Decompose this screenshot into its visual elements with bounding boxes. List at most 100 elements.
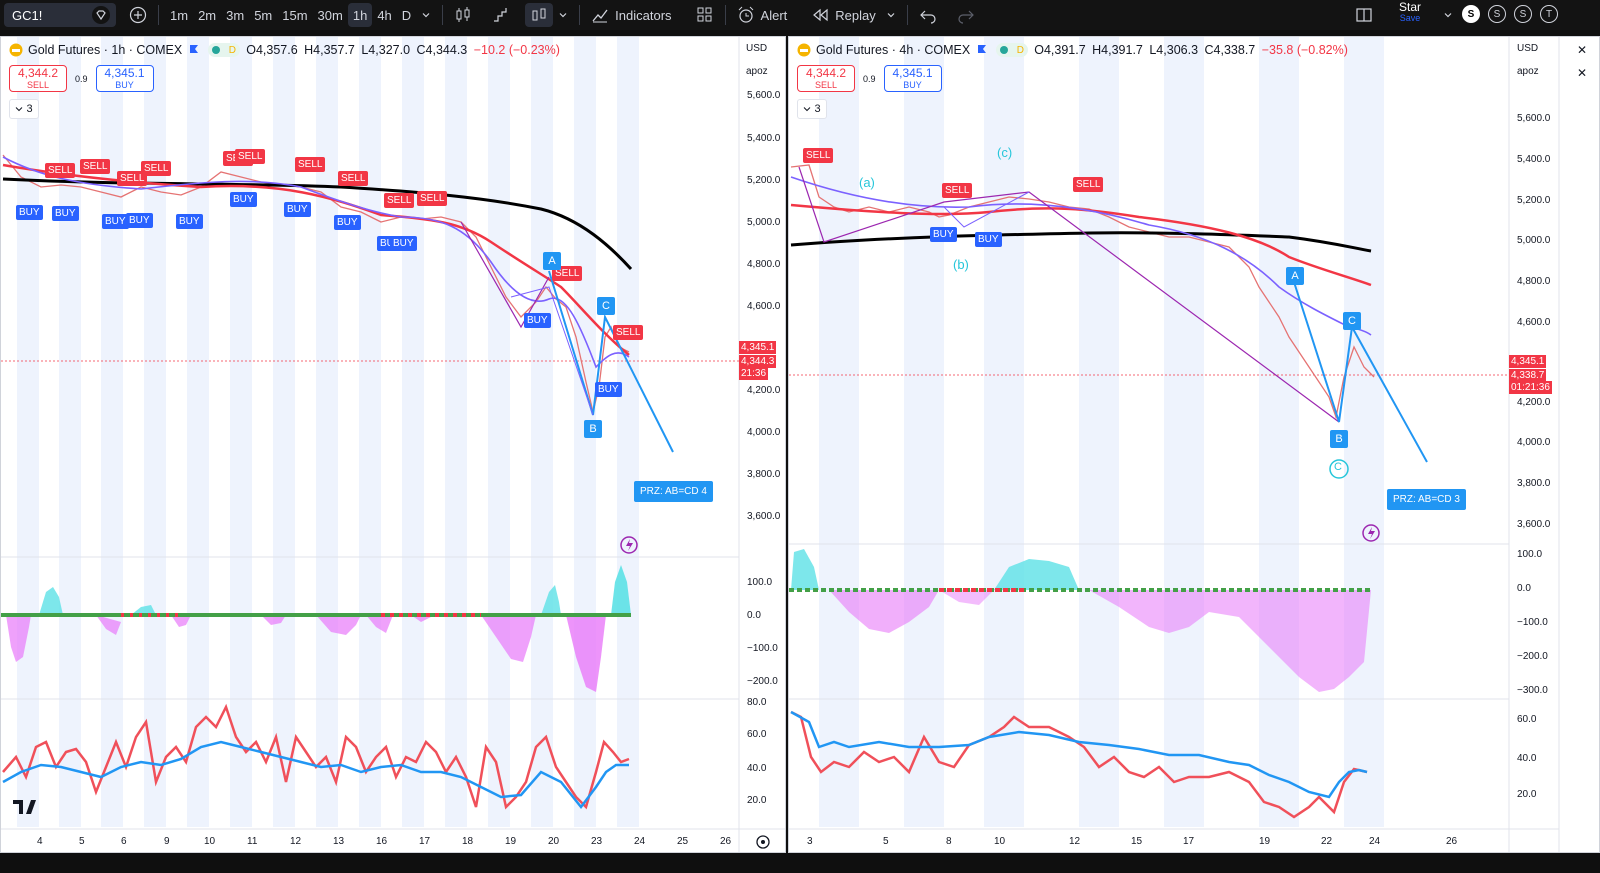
interval-4h[interactable]: 4h — [377, 7, 392, 23]
interval-2m[interactable]: 2m — [198, 7, 217, 23]
chart-canvas-1h[interactable] — [1, 37, 786, 853]
interval-3m[interactable]: 3m — [226, 7, 245, 23]
pattern-point-c[interactable]: C — [1343, 312, 1361, 330]
avatar[interactable]: S — [1462, 5, 1480, 23]
interval-30m[interactable]: 30m — [317, 7, 343, 23]
chart-title[interactable]: Gold Futures · 4h · COMEX — [816, 43, 971, 57]
bar-style-button[interactable] — [449, 3, 477, 27]
price-tick: 5,000.0 — [747, 217, 781, 228]
sell-button[interactable]: 4,344.2 SELL — [9, 65, 67, 92]
chart-canvas-4h[interactable] — [789, 37, 1600, 853]
interval-1h[interactable]: 1h — [347, 3, 373, 27]
layout-button[interactable] — [1350, 3, 1378, 27]
abcd-pattern — [1293, 281, 1428, 463]
line-style-button[interactable] — [487, 3, 515, 27]
add-symbol-button[interactable] — [124, 3, 152, 27]
avatar[interactable]: S — [1514, 5, 1532, 23]
scale-mode-label[interactable]: apoz — [1517, 66, 1539, 77]
redo-button[interactable] — [952, 3, 980, 27]
time-axis[interactable]: 3 5 8 10 12 15 17 19 22 24 26 — [789, 831, 1509, 852]
date-tick: 15 — [1131, 836, 1143, 847]
prz-label[interactable]: PRZ: AB=CD 3 — [1387, 489, 1466, 510]
undo-button[interactable] — [914, 3, 942, 27]
buy-button[interactable]: 4,345.1 BUY — [95, 65, 154, 92]
macd-histogram — [6, 565, 631, 692]
scale-mode-label[interactable]: apoz — [746, 66, 768, 77]
chart-panel-1h[interactable]: Gold Futures · 1h · COMEX D O4,357.6 H4,… — [0, 36, 786, 853]
pattern-point-b[interactable]: B — [1330, 430, 1348, 448]
symbol-search[interactable]: GC1! — [4, 3, 116, 27]
chevron-down-icon — [16, 107, 23, 112]
interval-d[interactable]: D — [401, 7, 412, 23]
macd-tick: −200.0 — [747, 676, 778, 687]
chevron-down-icon — [422, 13, 430, 18]
pattern-point-c[interactable]: C — [597, 297, 615, 315]
low-value: L4,306.3 — [1149, 43, 1199, 57]
eye-toggle-icon[interactable]: D — [996, 43, 1029, 57]
indicators-icon — [592, 9, 608, 23]
date-tick: 24 — [1369, 836, 1381, 847]
chart-type-button[interactable] — [525, 3, 554, 27]
date-tick: 16 — [376, 836, 388, 847]
date-tick: 19 — [1259, 836, 1271, 847]
chart-panel-4h[interactable]: Gold Futures · 4h · COMEX D O4,391.7 H4,… — [788, 36, 1600, 853]
price-tick: 5,400.0 — [747, 133, 781, 144]
sell-button[interactable]: 4,344.2 SELL — [797, 65, 855, 92]
indicators-collapse-button[interactable]: 3 — [9, 99, 39, 119]
close-icon[interactable]: ✕ — [1576, 43, 1588, 57]
redo-icon — [958, 10, 974, 24]
date-tick: 5 — [79, 836, 85, 847]
price-scale[interactable]: USD apoz 5,600.0 5,400.0 5,200.0 5,000.0… — [739, 37, 785, 829]
diamond-icon[interactable] — [92, 6, 110, 24]
chart-title[interactable]: Gold Futures · 1h · COMEX — [28, 43, 183, 57]
indicators-collapse-button[interactable]: 3 — [797, 99, 827, 119]
interval-15m[interactable]: 15m — [282, 7, 308, 23]
wave-label-b: (b) — [953, 257, 969, 272]
pattern-point-a[interactable]: A — [543, 252, 561, 270]
bars-icon — [532, 8, 546, 21]
chart-type-dropdown[interactable] — [553, 3, 573, 27]
alert-button[interactable]: Alert — [732, 3, 793, 27]
lightning-icon[interactable] — [620, 536, 638, 554]
replay-button[interactable]: Replay — [806, 3, 880, 27]
macd-tick: 0.0 — [1517, 583, 1531, 594]
eye-toggle-icon[interactable]: D — [208, 43, 241, 57]
buy-signal: BUY — [390, 236, 417, 251]
avatar[interactable]: S — [1488, 5, 1506, 23]
pattern-point-b[interactable]: B — [584, 420, 602, 438]
date-tick: 13 — [333, 836, 345, 847]
currency-label[interactable]: USD — [1517, 43, 1539, 54]
sell-signal: SELL — [1073, 177, 1104, 192]
prz-label[interactable]: PRZ: AB=CD 4 — [634, 481, 713, 502]
time-axis[interactable]: 4 5 6 9 10 11 12 13 16 17 18 19 20 23 24… — [1, 831, 739, 852]
close-icon[interactable]: ✕ — [1576, 66, 1588, 80]
interval-dropdown[interactable] — [416, 3, 436, 27]
interval-1m[interactable]: 1m — [170, 7, 189, 23]
buy-button[interactable]: 4,345.1 BUY — [883, 65, 942, 92]
buy-signal: BUY — [595, 382, 622, 397]
pattern-point-a[interactable]: A — [1286, 267, 1304, 285]
price-scale[interactable]: USD apoz 5,600.0 5,400.0 5,200.0 5,000.0… — [1509, 37, 1559, 829]
templates-button[interactable] — [691, 3, 719, 27]
price-tick: 4,000.0 — [1517, 437, 1551, 448]
layout-name: Star — [1398, 0, 1421, 14]
date-tick: 12 — [1069, 836, 1081, 847]
sell-signal: SELL — [235, 149, 266, 164]
price-tick: 4,600.0 — [1517, 317, 1551, 328]
wave-label-c-final: C — [1334, 461, 1342, 473]
avatar[interactable]: T — [1540, 5, 1558, 23]
gear-icon[interactable] — [756, 835, 770, 849]
rewind-icon — [813, 8, 828, 22]
ohlc-values: O4,357.6 H4,357.7 L4,327.0 C4,344.3 −10.… — [246, 43, 560, 57]
layout-dropdown[interactable] — [1438, 3, 1458, 27]
replay-dropdown[interactable] — [881, 3, 901, 27]
lightning-icon[interactable] — [1362, 524, 1380, 542]
sell-signal: SELL — [338, 171, 369, 186]
date-tick: 8 — [946, 836, 952, 847]
interval-5m[interactable]: 5m — [254, 7, 273, 23]
price-tick: 3,800.0 — [747, 469, 781, 480]
date-tick: 6 — [121, 836, 127, 847]
save-layout[interactable]: Star Save — [1390, 0, 1430, 24]
indicators-button[interactable]: Indicators — [586, 3, 676, 27]
currency-label[interactable]: USD — [746, 43, 768, 54]
